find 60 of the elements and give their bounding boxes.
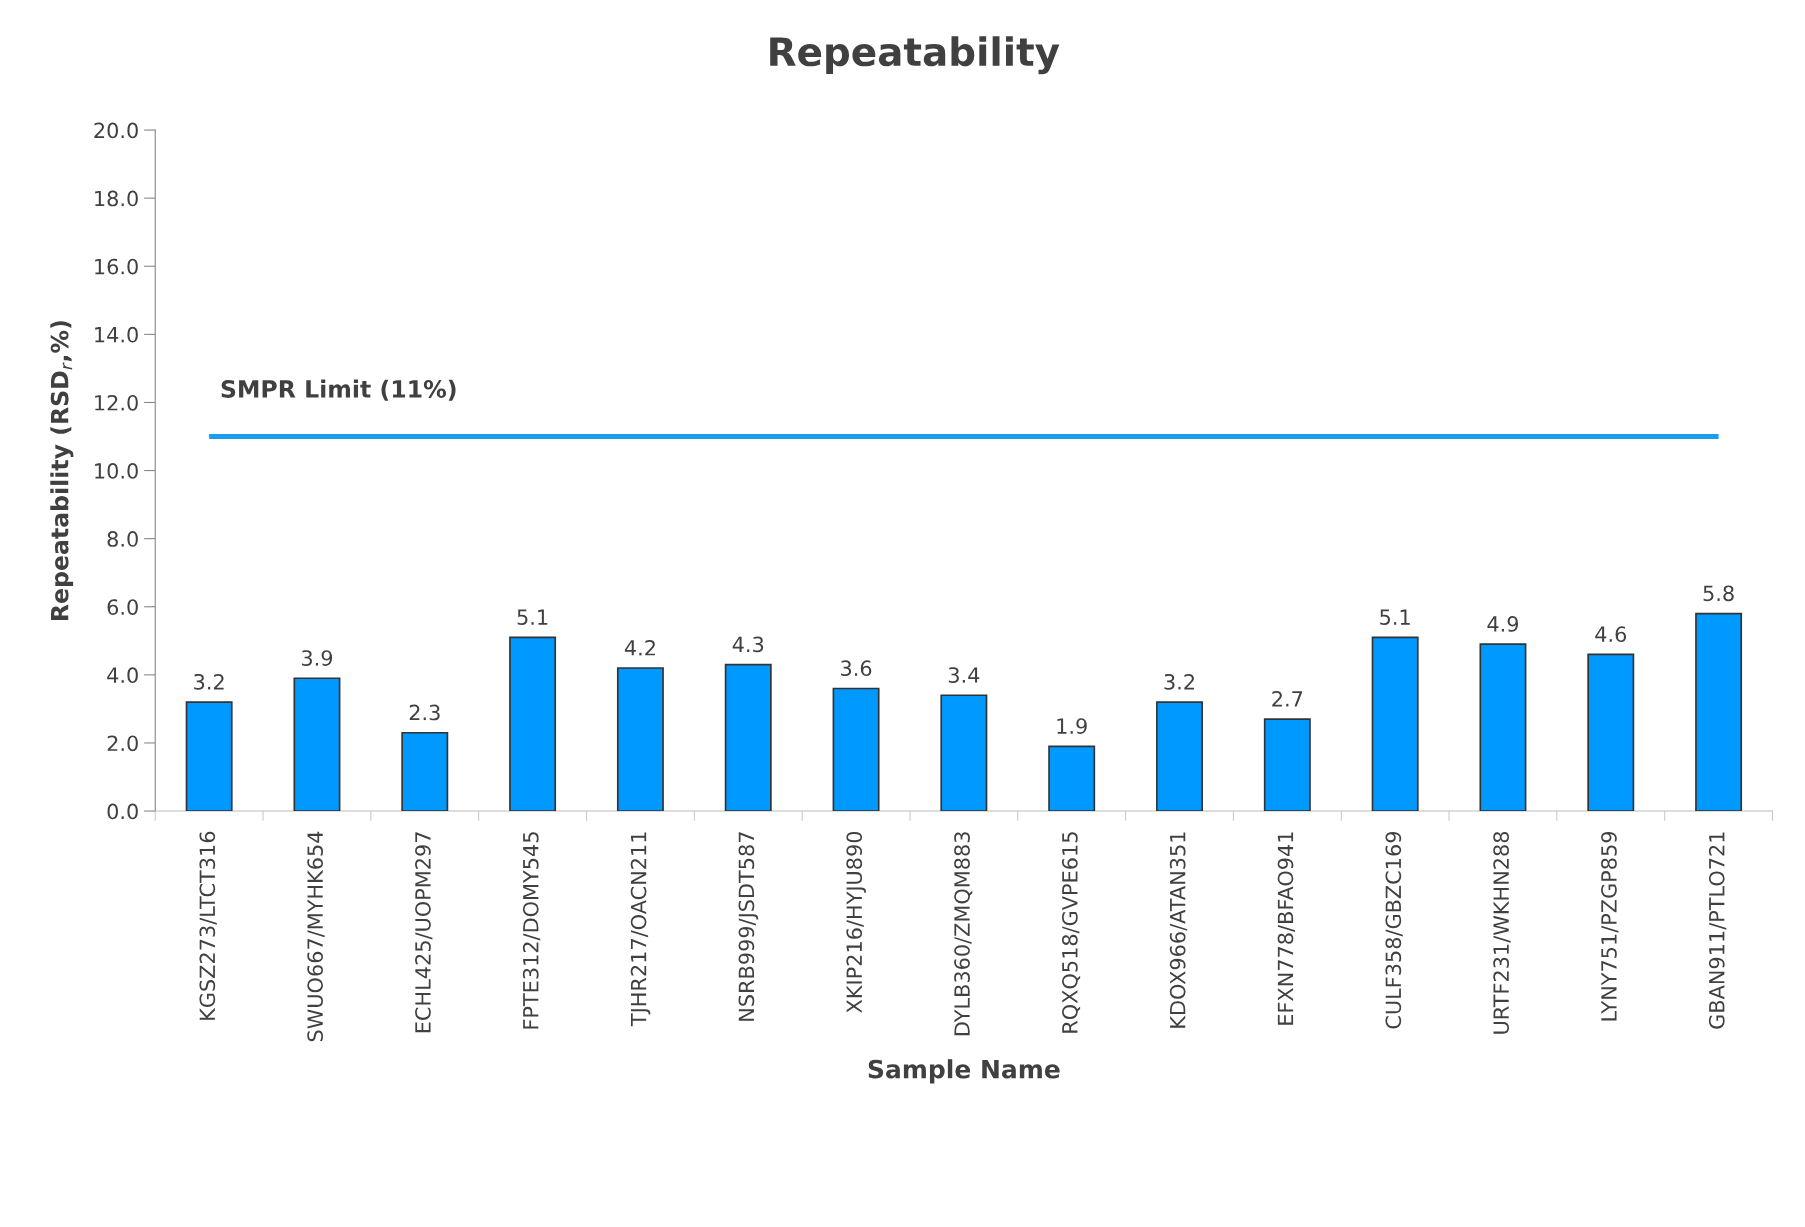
bar	[293, 677, 341, 812]
data-label: 4.9	[1487, 616, 1519, 632]
data-label: 5.1	[1380, 609, 1410, 626]
data-label: 2.3	[409, 704, 440, 721]
x-tick-label: KGSZ273/LTCT316	[199, 831, 217, 1020]
y-tick-label: 8.0	[107, 531, 138, 547]
x-tick-label: TJHR217/OACN211	[630, 832, 651, 1027]
bar	[185, 701, 233, 812]
bar	[1156, 701, 1203, 812]
y-tick-label: 12.0	[95, 394, 138, 411]
bar	[401, 731, 449, 812]
data-label: 3.6	[841, 660, 872, 677]
data-label: 3.2	[194, 673, 224, 690]
x-tick-label: NSRB999/JSDT587	[738, 832, 759, 1021]
x-tick-label: URTF231/WKHN288	[1493, 831, 1511, 1034]
bar	[1048, 745, 1096, 812]
y-tick-label: 2.0	[107, 735, 138, 752]
y-tick-label: 6.0	[107, 599, 138, 615]
y-tick-label: 10.0	[95, 463, 138, 479]
y-tick-label: 16.0	[95, 258, 138, 275]
x-tick-label: XKIP216/HYJU890	[846, 831, 866, 1013]
x-tick-label: CULF358/GBZC169	[1385, 831, 1403, 1029]
bar	[1371, 636, 1419, 812]
bar	[1263, 718, 1311, 812]
data-label: 3.9	[301, 650, 333, 666]
data-label: 5.1	[517, 609, 548, 626]
bar	[940, 694, 988, 812]
x-tick-label: RQXQ518/GVPE615	[1061, 832, 1081, 1033]
data-label: 2.7	[1272, 690, 1303, 707]
x-tick-label: SWUO667/MYHK654	[307, 831, 325, 1042]
data-label: 4.2	[624, 639, 655, 656]
bar	[509, 636, 557, 812]
x-tick-label: DYLB360/ZMQM883	[954, 832, 973, 1036]
x-tick-label: GBAN911/PTLO721	[1708, 832, 1727, 1029]
y-tick-label: 0.0	[107, 803, 138, 820]
x-tick-label: ECHL425/UOPM297	[415, 832, 433, 1033]
x-tick-label: EFXN778/BFAO941	[1277, 832, 1296, 1025]
bar	[724, 663, 772, 812]
y-tick-label: 14.0	[95, 326, 138, 343]
bar	[1479, 643, 1527, 812]
data-label: 5.8	[1703, 585, 1734, 602]
bar	[1695, 612, 1743, 812]
x-tick-label: KDOX966/ATAN351	[1169, 832, 1188, 1028]
chart-title: Repeatability	[770, 36, 1060, 75]
bar	[1587, 653, 1635, 812]
bar	[832, 687, 880, 812]
y-tick-label: 20.0	[94, 122, 138, 139]
x-tick-label: LYNY751/PZGP859	[1601, 831, 1619, 1021]
bar	[616, 667, 664, 812]
data-label: 4.6	[1595, 626, 1627, 643]
y-tick-label: 18.0	[95, 190, 138, 207]
y-tick-label: 4.0	[107, 667, 138, 684]
data-label: 1.9	[1057, 718, 1087, 734]
ref-line-label: SMPR Limit (11%)	[221, 379, 456, 401]
data-label: 3.2	[1164, 673, 1194, 690]
data-label: 4.3	[732, 636, 764, 653]
x-tick-label: FPTE312/DOMY545	[522, 832, 541, 1029]
x-axis-title: Sample Name	[868, 1059, 1060, 1084]
data-label: 3.4	[948, 667, 980, 683]
y-axis-title: Repeatability (RSD$_{r}$,%)	[50, 321, 74, 620]
